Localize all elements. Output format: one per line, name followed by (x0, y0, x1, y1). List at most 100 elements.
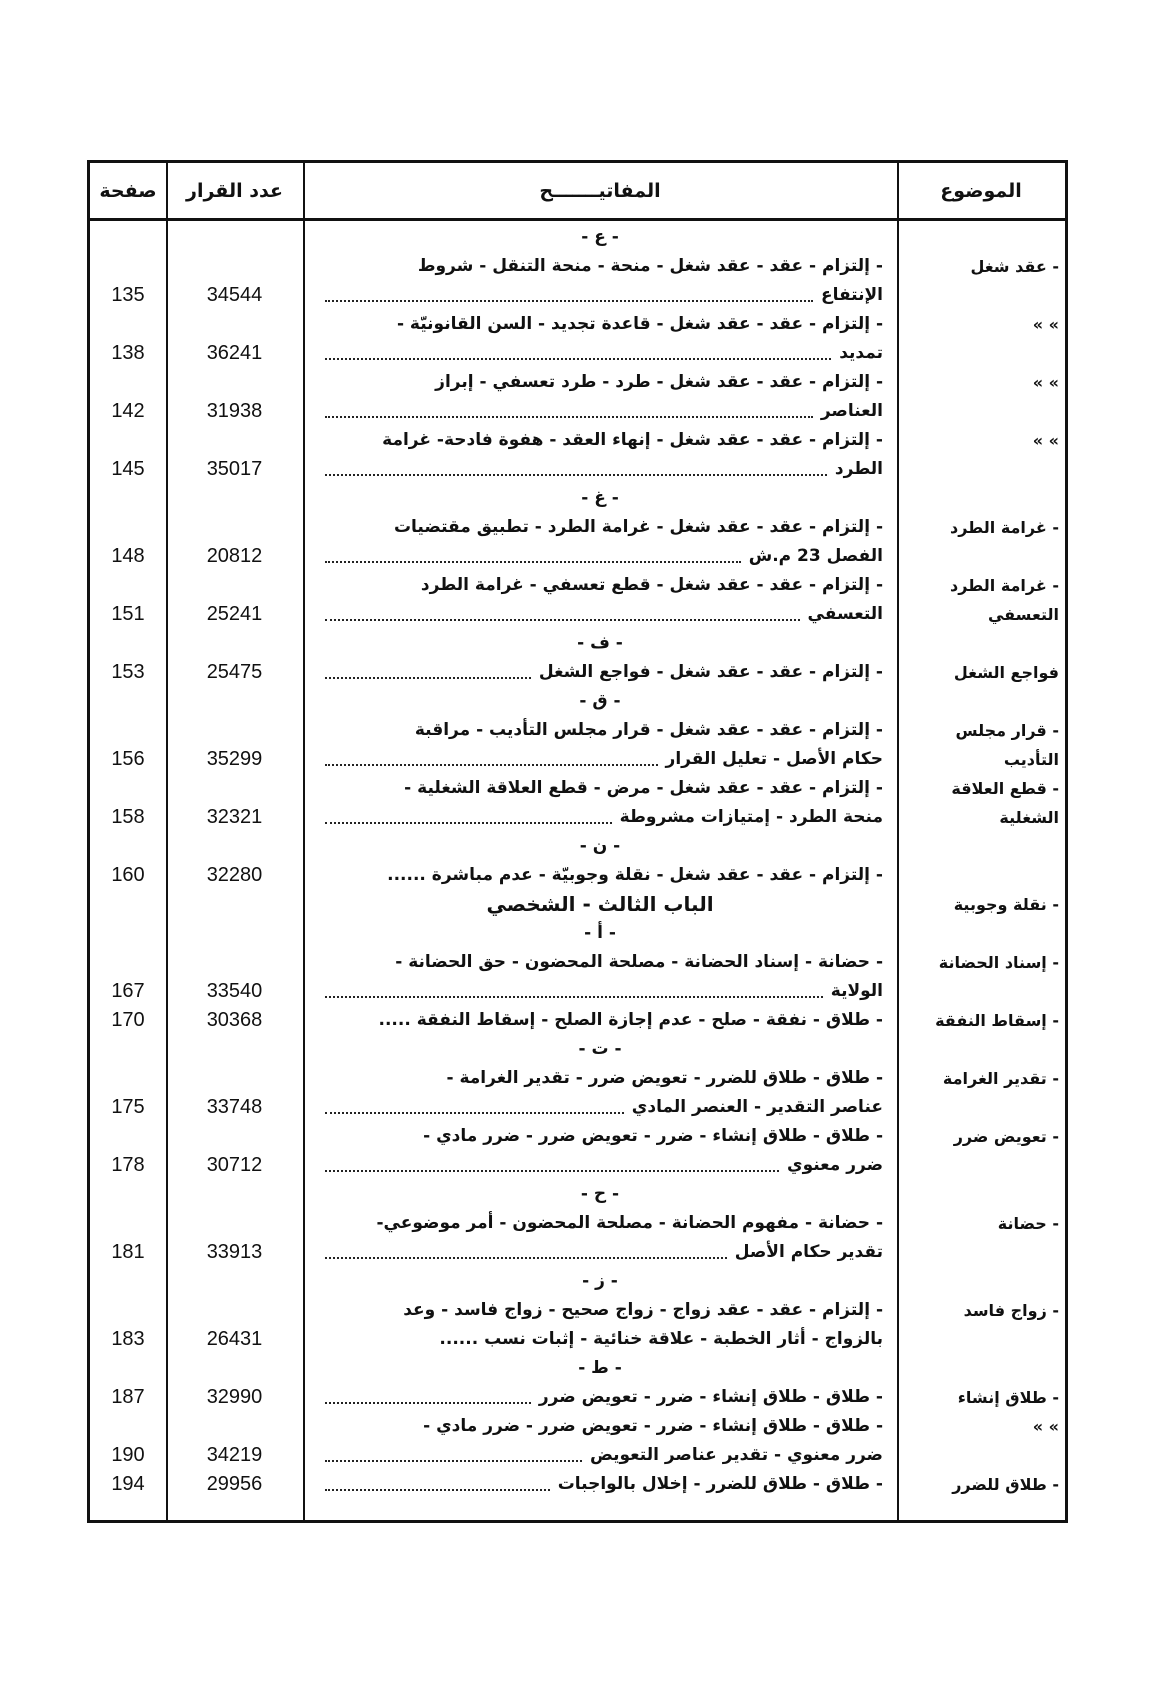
keyword-line: تمديد (315, 339, 883, 368)
dotted-leader (325, 1441, 582, 1462)
letter-heading: - ع - (581, 227, 619, 247)
subject-cell: - عقد شغل (970, 257, 1059, 276)
page-number: 158 (111, 806, 145, 828)
keyword-text: - إلتزام - عقد - عقد شغل - قرار مجلس الت… (414, 720, 883, 740)
dotted-leader (325, 542, 741, 563)
subject-cell (897, 832, 1065, 861)
page-number: 178 (111, 1154, 145, 1176)
table-row: - ح - (90, 1180, 1065, 1209)
keyword-text: - إلتزام - عقد - عقد شغل - مرض - قطع الع… (404, 778, 883, 798)
dotted-leader (325, 455, 827, 476)
keyword-text: الولاية (830, 981, 883, 1001)
keyword-text: - إلتزام - عقد - عقد زواج - زواج صحيح - … (403, 1300, 883, 1320)
page-number: 135 (111, 284, 145, 306)
keyword-line: - إلتزام - عقد - عقد شغل - قاعدة تجديد -… (315, 310, 883, 339)
keyword-text: - إلتزام - عقد - عقد شغل - قاعدة تجديد -… (396, 314, 883, 334)
keywords-cell: - إلتزام - عقد - عقد شغل - قطع تعسفي - غ… (303, 571, 897, 629)
dotted-leader (325, 1093, 624, 1114)
subject-cell: - طلاق إنشاء (957, 1388, 1059, 1407)
subject-cell: - قطع العلاقة الشغلية (951, 779, 1059, 827)
keyword-line: - طلاق - نفقة - صلح - عدم إجازة الصلح - … (315, 1006, 884, 1035)
keyword-line: - إلتزام - عقد - عقد شغل - نقلة وجوبيّة … (315, 861, 883, 890)
letter-heading: - ط - (578, 1358, 622, 1378)
keyword-text: تقدير حكام الأصل (734, 1242, 883, 1262)
decision-number: 30368 (206, 1009, 263, 1031)
dotted-leader (325, 803, 612, 824)
page-number: 156 (111, 748, 145, 770)
decision-number: 30712 (206, 1154, 263, 1176)
dotted-leader (325, 658, 531, 679)
keyword-text: - إلتزام - عقد - عقد شغل - منحة - منحة ا… (417, 256, 883, 276)
keyword-line: ضرر معنوي (315, 1151, 883, 1180)
subject-cell: - إسقاط النفقة (935, 1011, 1059, 1030)
column-divider (897, 163, 899, 1520)
keywords-cell: - إلتزام - عقد - عقد شغل - منحة - منحة ا… (303, 252, 897, 310)
decision-number: 34219 (206, 1444, 263, 1466)
column-divider (303, 163, 305, 1520)
keyword-text: - إلتزام - عقد - عقد شغل - نقلة وجوبيّة … (387, 865, 883, 885)
keyword-text: - حضانة - إسناد الحضانة - مصلحة المحضون … (395, 952, 883, 972)
decision-number: 29956 (206, 1473, 263, 1495)
decision-number: 32990 (206, 1386, 263, 1408)
page-number: 151 (111, 603, 145, 625)
table-row: - أ - (90, 919, 1065, 948)
keyword-text: - طلاق - طلاق للضرر - تعويض ضرر - تقدير … (446, 1068, 884, 1088)
keyword-text: تمديد (839, 343, 883, 363)
page-number: 187 (111, 1386, 145, 1408)
table-row: - غرامة الطرد التعسفي - إلتزام - عقد - عق… (90, 571, 1065, 629)
subject-cell (897, 1354, 1065, 1383)
table-row: - طلاق للضرر - طلاق - طلاق للضرر - إخلال … (90, 1470, 1065, 1499)
page-number: 194 (111, 1473, 145, 1495)
decision-number: 32280 (206, 864, 263, 886)
keywords-cell: - حضانة - مفهوم الحضانة - مصلحة المحضون … (303, 1209, 897, 1267)
keyword-line: - إلتزام - عقد - عقد شغل - طرد - طرد تعس… (315, 368, 883, 397)
keyword-text: - إلتزام - عقد - عقد شغل - طرد - طرد تعس… (435, 372, 883, 392)
keyword-text: منحة الطرد - إمتيازات مشروطة (619, 807, 883, 827)
subject-cell (897, 223, 1065, 252)
subject-cell (897, 484, 1065, 513)
table-row: - قرار مجلس التأديب - إلتزام - عقد - عقد … (90, 716, 1065, 774)
page-number: 183 (111, 1328, 145, 1350)
dotted-leader (325, 1238, 727, 1259)
keywords-cell: - إلتزام - عقد - عقد شغل - فواجع الشغل (303, 658, 897, 687)
header-decision: عدد القرار (186, 179, 283, 202)
keywords-cell: - إلتزام - عقد - عقد شغل - قاعدة تجديد -… (303, 310, 897, 368)
table-row: - قطع العلاقة الشغلية - إلتزام - عقد - عق… (90, 774, 1065, 832)
subject-cell: » » (1032, 373, 1059, 392)
dotted-leader (325, 397, 813, 418)
table-row: » » - إلتزام - عقد - عقد شغل - قاعدة تجدي… (90, 310, 1065, 368)
keyword-line: العناصر (315, 397, 883, 426)
letter-heading: - غ - (581, 488, 619, 508)
keyword-text: - طلاق - طلاق للضرر - إخلال بالواجبات (557, 1474, 883, 1494)
table-body: - ع - - عقد شغل - إلتزام - عقد - عقد شغل -… (90, 223, 1065, 1499)
decision-number: 25475 (206, 661, 263, 683)
decision-number: 32321 (206, 806, 263, 828)
subject-cell: - طلاق للضرر (952, 1475, 1059, 1494)
table-row: - ع - (90, 223, 1065, 252)
keyword-line: الفصل 23 م.ش (315, 542, 883, 571)
table-row: - تقدير الغرامة - طلاق - طلاق للضرر - تعو… (90, 1064, 1065, 1122)
decision-number: 33748 (206, 1096, 263, 1118)
table-row: - غ - (90, 484, 1065, 513)
keyword-text: - طلاق - طلاق إنشاء - ضرر - تعويض ضرر - … (423, 1416, 883, 1436)
table-header: الموضوع المفاتيـــــــح عدد القرار صفحة (90, 163, 1065, 221)
table-row: - زواج فاسد - إلتزام - عقد - عقد زواج - ز… (90, 1296, 1065, 1354)
keyword-text: ضرر معنوي (786, 1155, 883, 1175)
keyword-line: - إلتزام - عقد - عقد شغل - فواجع الشغل (315, 658, 883, 687)
table-row: - نقلة وجوبية الباب الثالث - الشخصي (90, 890, 1065, 919)
keyword-text: ضرر معنوي - تقدير عناصر التعويض (589, 1445, 883, 1465)
keyword-line: - إلتزام - عقد - عقد شغل - إنهاء العقد -… (315, 426, 883, 455)
subject-cell: - غرامة الطرد (950, 518, 1059, 537)
page-number: 145 (111, 458, 145, 480)
table-row: » » - إلتزام - عقد - عقد شغل - إنهاء العق… (90, 426, 1065, 484)
keyword-line: - طلاق - طلاق إنشاء - ضرر - تعويض ضرر - … (315, 1122, 883, 1151)
keyword-line: عناصر التقدير - العنصر المادي (315, 1093, 883, 1122)
keywords-cell: - حضانة - إسناد الحضانة - مصلحة المحضون … (303, 948, 897, 1006)
subject-cell (897, 1267, 1065, 1296)
letter-heading: - أ - (584, 923, 616, 943)
column-divider (166, 163, 168, 1520)
keywords-cell: - طلاق - طلاق إنشاء - ضرر - تعويض ضرر (303, 1383, 897, 1412)
keyword-text: - إلتزام - عقد - عقد شغل - فواجع الشغل (538, 662, 883, 682)
keyword-line: - إلتزام - عقد - عقد شغل - غرامة الطرد -… (315, 513, 883, 542)
keyword-line: ضرر معنوي - تقدير عناصر التعويض (315, 1441, 883, 1470)
